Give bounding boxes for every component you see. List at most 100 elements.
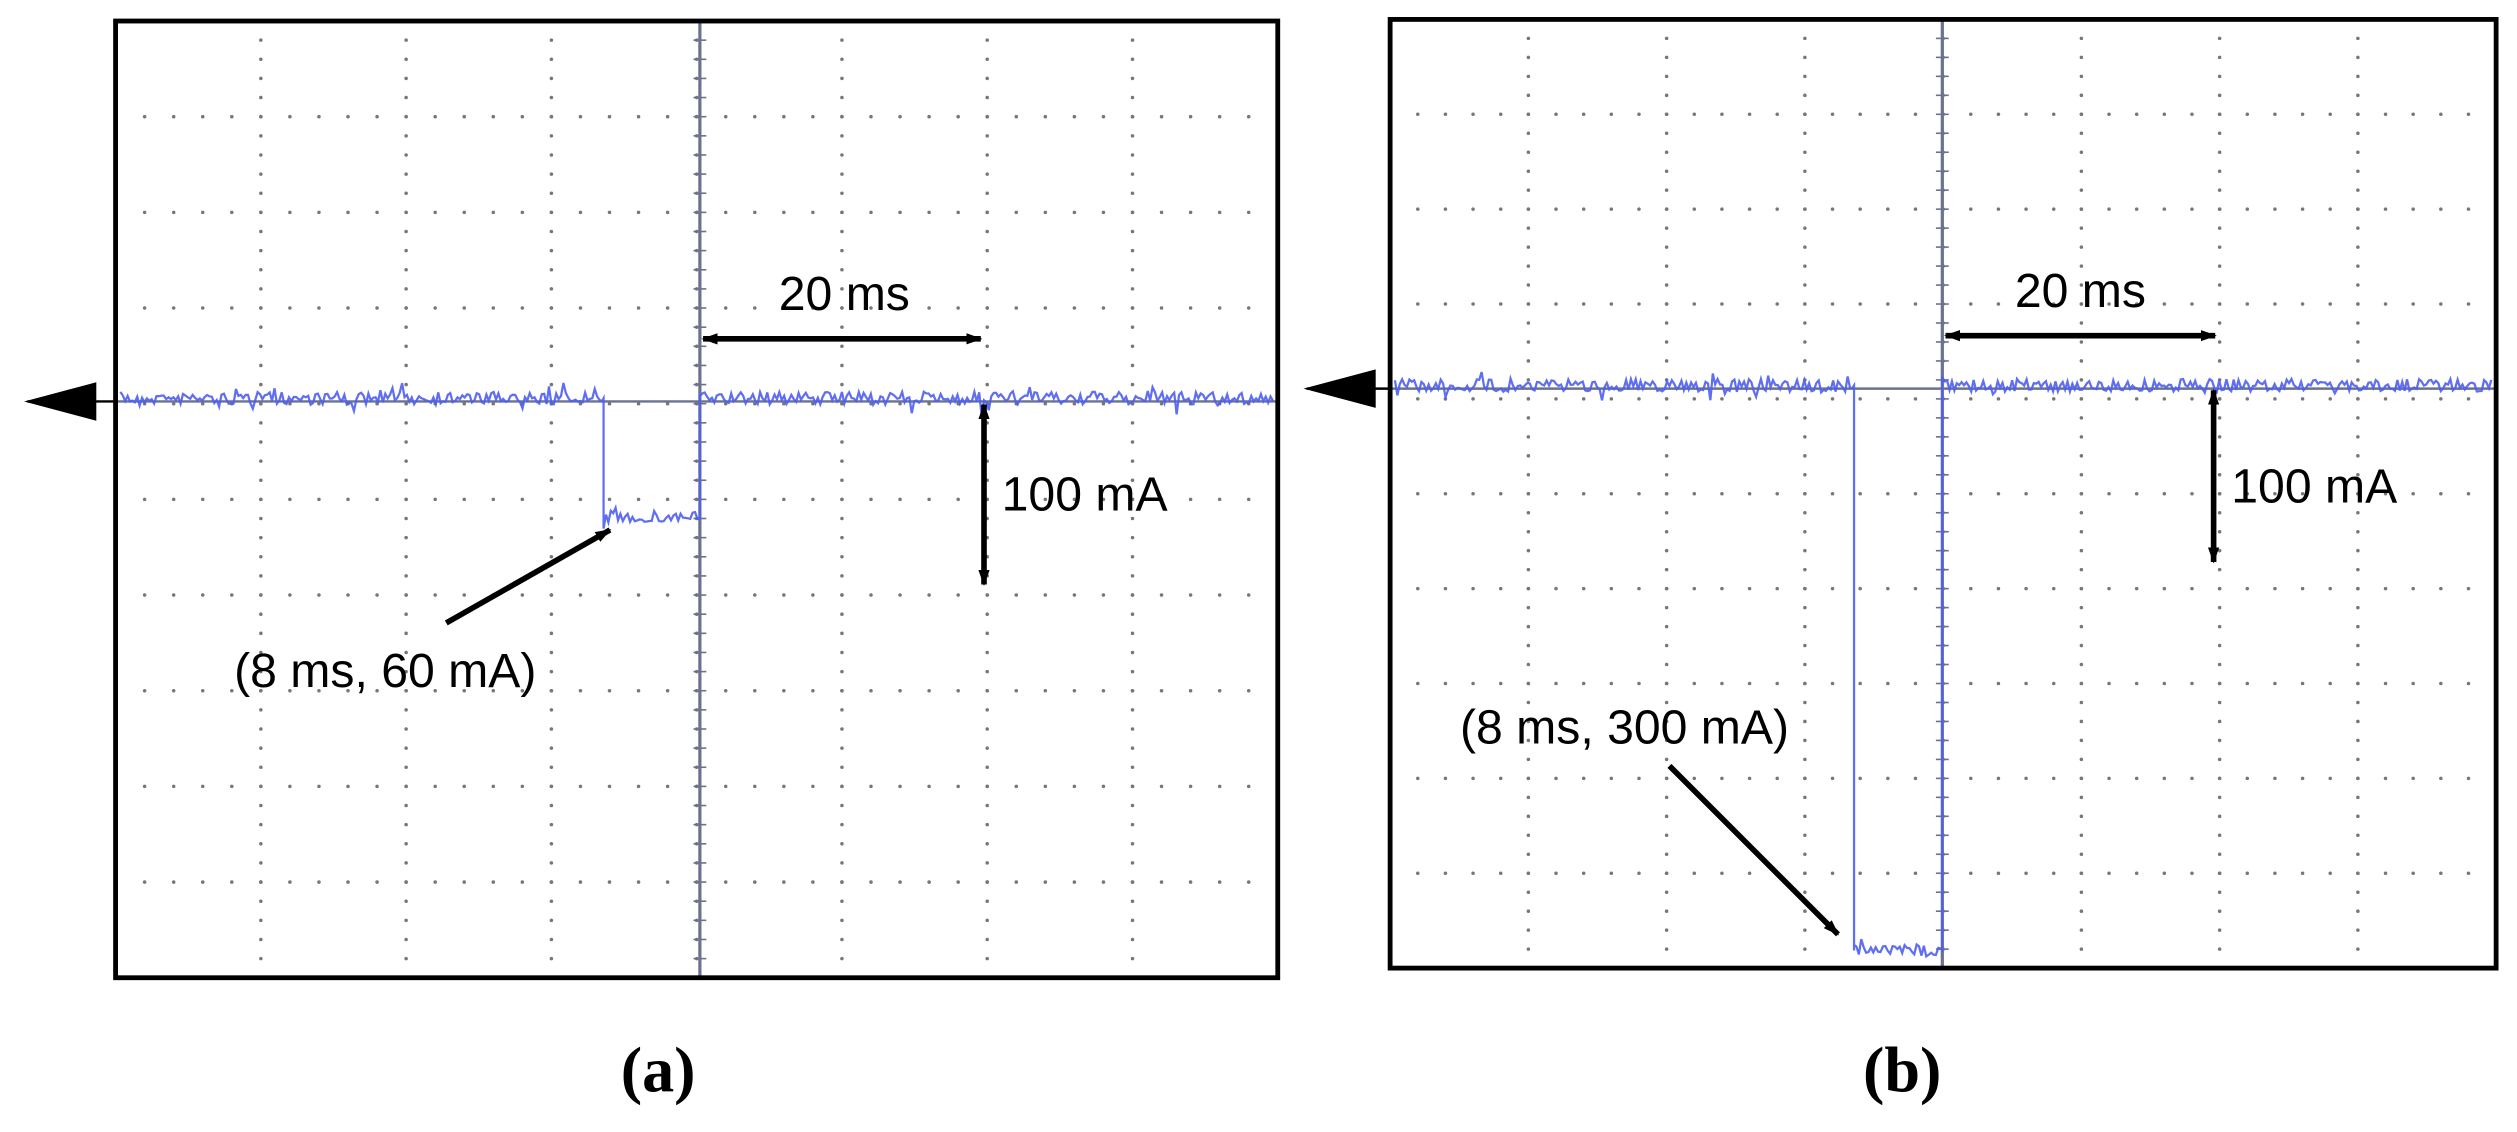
- grid-dot: [723, 784, 728, 789]
- grid-dot: [259, 153, 263, 157]
- grid-dot: [985, 191, 989, 195]
- grid-dot: [1720, 302, 1724, 306]
- grid-dot: [1554, 207, 1558, 211]
- grid-dot: [2356, 169, 2360, 173]
- grid-dot: [549, 669, 554, 674]
- grid-dot: [288, 306, 292, 310]
- pulse-pointer: [444, 527, 612, 626]
- grid-dot: [1803, 852, 1807, 857]
- grid-dot: [578, 306, 583, 310]
- grid-dot: [2217, 719, 2222, 724]
- grid-dot: [1188, 593, 1193, 597]
- grid-dot: [1581, 302, 1586, 306]
- grid-dot: [2439, 491, 2443, 496]
- grid-dot: [549, 191, 554, 195]
- grid-dot: [2356, 871, 2360, 876]
- grid-dot: [2107, 681, 2111, 686]
- grid-dot: [259, 822, 263, 827]
- grid-dot: [636, 306, 641, 310]
- grid-dot: [2079, 264, 2084, 268]
- grid-dot: [1913, 207, 1918, 211]
- grid-dot: [753, 210, 757, 215]
- grid-dot: [2051, 681, 2056, 686]
- grid-dot: [665, 593, 670, 597]
- grid-dot: [665, 401, 670, 406]
- grid-dot: [1443, 207, 1448, 211]
- grid-dot: [1471, 586, 1475, 591]
- grid-dot: [1526, 852, 1531, 857]
- grid-dot: [840, 421, 844, 425]
- scope-screen: [24, 18, 1281, 981]
- grid-dot: [840, 688, 844, 693]
- grid-dot: [1443, 776, 1448, 781]
- grid-dot: [549, 306, 554, 310]
- grid-dot: [840, 574, 844, 578]
- grid-dot: [1581, 491, 1586, 496]
- grid-dot: [259, 248, 263, 253]
- grid-dot: [1526, 738, 1531, 743]
- grid-dot: [1996, 397, 2001, 401]
- grid-dot: [171, 880, 176, 884]
- grid-dot: [200, 114, 205, 119]
- grid-dot: [2217, 738, 2222, 743]
- grid-dot: [985, 306, 989, 310]
- grid-dot: [288, 593, 292, 597]
- grid-dot: [1858, 491, 1862, 496]
- grid-dot: [665, 880, 670, 884]
- grid-dot: [1996, 491, 2001, 496]
- grid-dot: [2051, 491, 2056, 496]
- grid-dot: [259, 535, 263, 540]
- grid-dot: [1072, 306, 1077, 310]
- grid-dot: [1526, 150, 1531, 155]
- grid-dot: [811, 114, 815, 119]
- grid-dot: [840, 937, 844, 942]
- grid-dot: [2217, 131, 2222, 136]
- grid-dot: [404, 363, 408, 368]
- grid-dot: [2217, 662, 2222, 667]
- grid-dot: [1130, 287, 1135, 291]
- grid-dot: [491, 210, 496, 215]
- grid-dot: [2273, 491, 2277, 496]
- grid-dot: [1526, 795, 1531, 800]
- grid-dot: [491, 688, 496, 693]
- grid-dot: [2356, 93, 2360, 98]
- grid-dot: [549, 803, 554, 808]
- grid-dot: [1803, 245, 1807, 249]
- grid-dot: [1130, 440, 1135, 444]
- grid-dot: [1130, 535, 1135, 540]
- grid-dot: [2079, 928, 2084, 932]
- grid-dot: [259, 268, 263, 272]
- grid-dot: [2217, 624, 2222, 629]
- grid-dot: [1996, 207, 2001, 211]
- grid-dot: [1130, 210, 1135, 215]
- grid-dot: [2217, 264, 2222, 268]
- grid-dot: [2079, 795, 2084, 800]
- grid-dot: [1830, 871, 1835, 876]
- grid-dot: [1803, 871, 1807, 876]
- grid-dot: [1043, 593, 1048, 597]
- grid-dot: [2245, 776, 2250, 781]
- grid-dot: [2466, 871, 2471, 876]
- grid-dot: [259, 478, 263, 483]
- grid-dot: [2273, 776, 2277, 781]
- grid-dot: [753, 114, 757, 119]
- grid-dot: [1664, 719, 1669, 724]
- grid-dot: [520, 688, 525, 693]
- grid-dot: [2134, 871, 2139, 876]
- grid-dot: [840, 57, 844, 62]
- grid-dot: [1130, 344, 1135, 349]
- grid-dot: [549, 880, 554, 884]
- grid-dot: [985, 210, 989, 215]
- grid-dot: [898, 497, 902, 502]
- grid-dot: [2079, 435, 2084, 439]
- grid-dot: [1664, 207, 1669, 211]
- grid-dot: [1130, 38, 1135, 42]
- grid-dot: [2356, 340, 2360, 344]
- grid-dot: [317, 210, 321, 215]
- grid-dot: [578, 114, 583, 119]
- grid-dot: [840, 497, 844, 502]
- grid-dot: [1130, 555, 1135, 559]
- grid-dot: [2217, 833, 2222, 838]
- grid-dot: [1130, 516, 1135, 521]
- grid-dot: [1130, 918, 1135, 923]
